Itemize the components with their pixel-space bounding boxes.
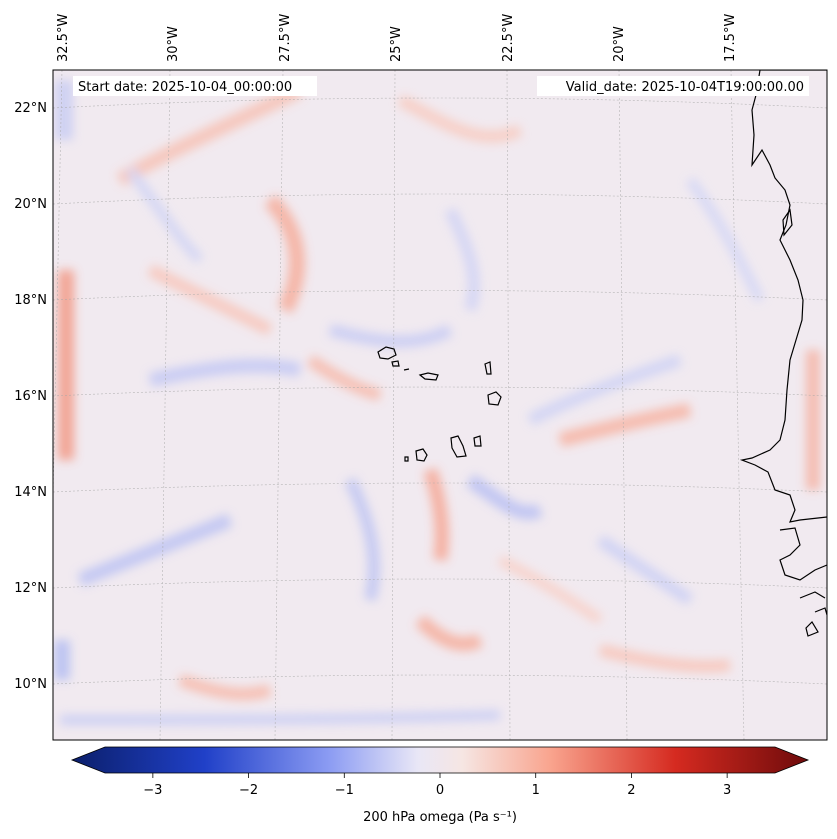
- colorbar-body: [70, 746, 810, 774]
- lon-label-32-5w: 32.5°W: [56, 14, 71, 62]
- colorbar-tick-label: −3: [143, 783, 162, 798]
- lon-label-22-5w: 22.5°W: [501, 14, 516, 62]
- lat-label-20n: 20°N: [14, 197, 47, 212]
- cape-verde-islands: [377, 346, 502, 462]
- lon-label-30w: 30°W: [166, 26, 181, 62]
- latitude-labels: 22°N 20°N 18°N 16°N 14°N 12°N 10°N: [14, 101, 47, 692]
- lat-label-22n: 22°N: [14, 101, 47, 116]
- lon-label-27-5w: 27.5°W: [278, 14, 293, 62]
- lat-label-14n: 14°N: [14, 485, 47, 500]
- coastline: [739, 70, 827, 637]
- colorbar-tick-label: 3: [723, 783, 731, 798]
- lon-label-25w: 25°W: [389, 26, 404, 62]
- colorbar: −3 −2 −1 0 1 2 3 200 hPa omega (Pa s⁻¹): [70, 746, 810, 825]
- africa-coast: [739, 70, 827, 523]
- lat-label-18n: 18°N: [14, 293, 47, 308]
- colorbar-tick-label: 1: [532, 783, 540, 798]
- colorbar-tick-label: 2: [627, 783, 635, 798]
- map-panel: Start date: 2025-10-04_00:00:00 Valid_da…: [53, 70, 827, 740]
- map-frame: [52, 69, 828, 741]
- lon-label-20w: 20°W: [612, 26, 627, 62]
- lon-label-17-5w: 17.5°W: [723, 14, 738, 62]
- longitude-labels: 32.5°W 30°W 27.5°W 25°W 22.5°W 20°W 17.5…: [56, 14, 738, 62]
- colorbar-label: 200 hPa omega (Pa s⁻¹): [363, 810, 517, 825]
- start-date-text: Start date: 2025-10-04_00:00:00: [78, 80, 292, 95]
- colorbar-tick-label: 0: [436, 783, 444, 798]
- colorbar-tick-label: −2: [239, 783, 258, 798]
- colorbar-tick-label: −1: [335, 783, 354, 798]
- lat-label-10n: 10°N: [14, 677, 47, 692]
- lat-label-12n: 12°N: [14, 581, 47, 596]
- lat-label-16n: 16°N: [14, 389, 47, 404]
- valid-date-text: Valid_date: 2025-10-04T19:00:00.00: [566, 80, 804, 95]
- header-bar: Start date: 2025-10-04_00:00:00 Valid_da…: [73, 76, 809, 96]
- colorbar-ticks: −3 −2 −1 0 1 2 3: [143, 773, 731, 798]
- omega-field: [54, 80, 820, 725]
